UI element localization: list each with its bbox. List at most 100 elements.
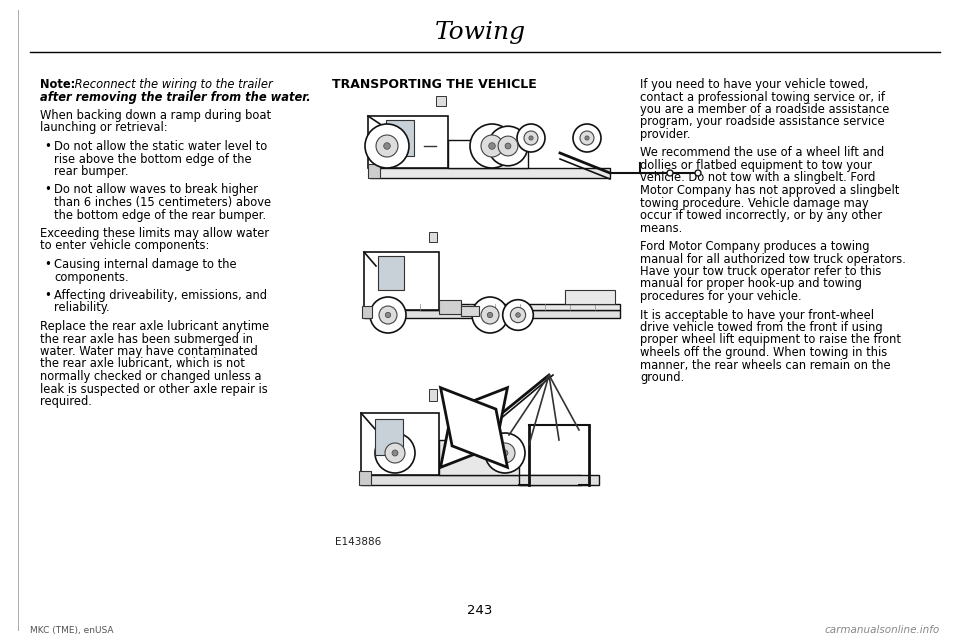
- Text: Ford Motor Company produces a towing: Ford Motor Company produces a towing: [640, 240, 870, 253]
- Bar: [362, 306, 372, 318]
- Text: required.: required.: [40, 395, 92, 408]
- Circle shape: [498, 136, 517, 156]
- Circle shape: [384, 143, 391, 149]
- Text: components.: components.: [54, 271, 129, 284]
- Circle shape: [695, 170, 701, 176]
- Text: •: •: [44, 258, 51, 271]
- Circle shape: [489, 143, 495, 149]
- Bar: [361, 475, 581, 485]
- Bar: [359, 471, 371, 485]
- Circle shape: [376, 135, 398, 157]
- Text: after removing the trailer from the water.: after removing the trailer from the wate…: [40, 91, 311, 104]
- Text: towing procedure. Vehicle damage may: towing procedure. Vehicle damage may: [640, 197, 869, 210]
- Text: wheels off the ground. When towing in this: wheels off the ground. When towing in th…: [640, 346, 887, 359]
- Text: contact a professional towing service or, if: contact a professional towing service or…: [640, 91, 885, 104]
- Circle shape: [365, 124, 409, 168]
- Polygon shape: [441, 388, 508, 467]
- Text: launching or retrieval:: launching or retrieval:: [40, 122, 168, 134]
- Circle shape: [585, 136, 589, 140]
- Polygon shape: [441, 388, 508, 467]
- Circle shape: [529, 136, 533, 140]
- Text: vehicle. Do not tow with a slingbelt. Ford: vehicle. Do not tow with a slingbelt. Fo…: [640, 172, 876, 185]
- Text: Affecting driveability, emissions, and: Affecting driveability, emissions, and: [54, 289, 267, 302]
- Text: MKC (TME), enUSA: MKC (TME), enUSA: [30, 626, 113, 635]
- Bar: [519, 475, 599, 485]
- Bar: [361, 413, 439, 475]
- Text: carmanualsonline.info: carmanualsonline.info: [825, 625, 940, 635]
- Circle shape: [392, 450, 398, 456]
- Circle shape: [580, 131, 594, 145]
- Circle shape: [385, 312, 391, 318]
- Text: program, your roadside assistance service: program, your roadside assistance servic…: [640, 116, 884, 129]
- Bar: [375, 419, 403, 455]
- Circle shape: [516, 312, 520, 317]
- Text: We recommend the use of a wheel lift and: We recommend the use of a wheel lift and: [640, 147, 884, 159]
- Bar: [448, 140, 528, 168]
- Text: provider.: provider.: [640, 128, 690, 141]
- Text: •: •: [44, 140, 51, 153]
- Bar: [364, 310, 620, 318]
- Text: TRANSPORTING THE VEHICLE: TRANSPORTING THE VEHICLE: [332, 78, 537, 91]
- Text: to enter vehicle components:: to enter vehicle components:: [40, 239, 209, 253]
- Text: Have your tow truck operator refer to this: Have your tow truck operator refer to th…: [640, 265, 881, 278]
- Circle shape: [485, 433, 525, 473]
- Circle shape: [503, 300, 534, 331]
- Text: E143886: E143886: [335, 537, 381, 547]
- Text: manual for proper hook-up and towing: manual for proper hook-up and towing: [640, 278, 862, 291]
- Text: When backing down a ramp during boat: When backing down a ramp during boat: [40, 109, 271, 122]
- Text: than 6 inches (15 centimeters) above: than 6 inches (15 centimeters) above: [54, 196, 271, 209]
- Circle shape: [470, 124, 514, 168]
- Text: normally checked or changed unless a: normally checked or changed unless a: [40, 370, 261, 383]
- Bar: [461, 306, 479, 316]
- Text: If you need to have your vehicle towed,: If you need to have your vehicle towed,: [640, 78, 869, 91]
- Text: procedures for your vehicle.: procedures for your vehicle.: [640, 290, 802, 303]
- Bar: [370, 168, 610, 178]
- Circle shape: [375, 433, 415, 473]
- Text: the rear axle lubricant, which is not: the rear axle lubricant, which is not: [40, 358, 245, 370]
- Circle shape: [379, 306, 397, 324]
- Bar: [429, 232, 437, 242]
- Bar: [436, 96, 446, 106]
- Circle shape: [488, 312, 492, 318]
- Circle shape: [481, 135, 503, 157]
- Text: 243: 243: [468, 604, 492, 617]
- Text: the bottom edge of the rear bumper.: the bottom edge of the rear bumper.: [54, 208, 266, 221]
- Bar: [429, 389, 437, 401]
- Bar: [439, 440, 519, 475]
- Circle shape: [385, 443, 405, 463]
- Bar: [378, 256, 404, 290]
- Circle shape: [517, 124, 545, 152]
- Text: Exceeding these limits may allow water: Exceeding these limits may allow water: [40, 227, 269, 240]
- Text: means.: means.: [640, 221, 683, 235]
- Circle shape: [667, 170, 673, 176]
- Text: Causing internal damage to the: Causing internal damage to the: [54, 258, 236, 271]
- Text: •: •: [44, 183, 51, 197]
- Text: Replace the rear axle lubricant anytime: Replace the rear axle lubricant anytime: [40, 320, 269, 333]
- Bar: [420, 304, 620, 310]
- Text: rear bumper.: rear bumper.: [54, 165, 129, 178]
- Text: •: •: [44, 289, 51, 302]
- Text: water. Water may have contaminated: water. Water may have contaminated: [40, 345, 257, 358]
- Circle shape: [495, 443, 515, 463]
- Text: Do not allow the static water level to: Do not allow the static water level to: [54, 140, 267, 153]
- Text: you are a member of a roadside assistance: you are a member of a roadside assistanc…: [640, 103, 889, 116]
- Circle shape: [502, 450, 508, 456]
- Bar: [368, 116, 448, 168]
- Circle shape: [481, 306, 499, 324]
- Bar: [368, 164, 380, 178]
- Text: Note:: Note:: [40, 78, 75, 91]
- Text: occur if towed incorrectly, or by any other: occur if towed incorrectly, or by any ot…: [640, 209, 882, 222]
- Text: the rear axle has been submerged in: the rear axle has been submerged in: [40, 332, 253, 345]
- Text: drive vehicle towed from the front if using: drive vehicle towed from the front if us…: [640, 321, 882, 334]
- Text: reliability.: reliability.: [54, 302, 109, 314]
- Text: dollies or flatbed equipment to tow your: dollies or flatbed equipment to tow your: [640, 159, 872, 172]
- Text: Do not allow waves to break higher: Do not allow waves to break higher: [54, 183, 258, 197]
- Bar: [439, 300, 461, 314]
- Circle shape: [511, 307, 526, 323]
- Circle shape: [472, 297, 508, 333]
- Bar: [565, 290, 615, 304]
- Text: Towing: Towing: [435, 21, 525, 44]
- Circle shape: [370, 297, 406, 333]
- Circle shape: [489, 126, 528, 166]
- Text: leak is suspected or other axle repair is: leak is suspected or other axle repair i…: [40, 383, 268, 395]
